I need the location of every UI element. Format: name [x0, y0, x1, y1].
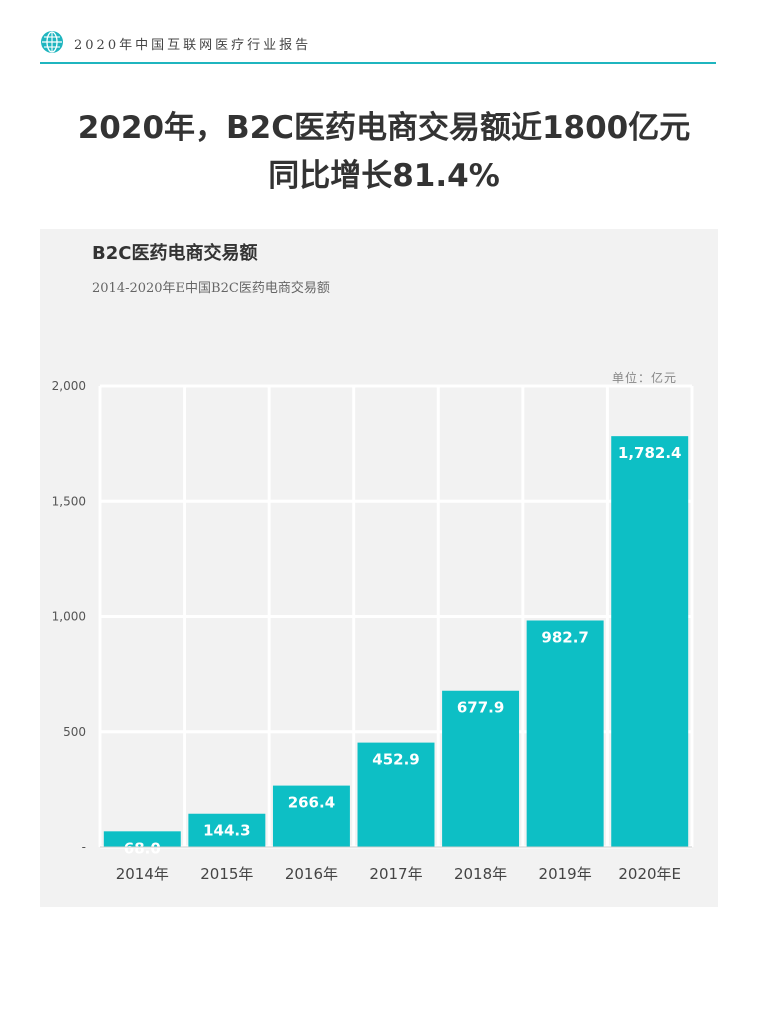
headline-line-2: 同比增长81.4% — [268, 158, 500, 194]
chart-panel: B2C医药电商交易额 2014-2020年E中国B2C医药电商交易额 单位：亿元… — [40, 229, 718, 907]
x-tick-label: 2019年 — [539, 865, 592, 883]
report-header: 2020年中国互联网医疗行业报告 — [40, 28, 716, 64]
y-tick-label: - — [82, 840, 86, 854]
bar-value-label: 677.9 — [457, 699, 504, 717]
chart-title: B2C医药电商交易额 — [92, 243, 258, 264]
header-divider — [40, 62, 716, 64]
y-tick-label: 1,000 — [52, 610, 86, 624]
bar — [526, 620, 604, 847]
chart-subtitle: 2014-2020年E中国B2C医药电商交易额 — [92, 281, 330, 296]
headline-line-1: 2020年，B2C医药电商交易额近1800亿元 — [77, 110, 691, 146]
bar-value-label: 1,782.4 — [618, 444, 682, 462]
bar — [272, 785, 350, 847]
bar-value-label: 266.4 — [288, 794, 335, 812]
bar-value-label: 982.7 — [541, 628, 588, 646]
bar — [188, 813, 266, 847]
bar — [442, 690, 520, 847]
x-tick-label: 2018年 — [454, 865, 507, 883]
x-tick-label: 2015年 — [200, 865, 253, 883]
x-tick-label: 2017年 — [369, 865, 422, 883]
bar-chart: - 500 1,000 1,500 2,000 68.0 2014年 144.3 2015年 26… — [52, 379, 694, 883]
bar-value-label: 68.0 — [124, 839, 161, 857]
y-tick-label: 1,500 — [52, 494, 86, 508]
y-tick-label: 500 — [63, 725, 86, 739]
bar — [357, 742, 435, 847]
bar — [103, 831, 181, 847]
y-tick-label: 2,000 — [52, 379, 86, 393]
x-tick-label: 2016年 — [285, 865, 338, 883]
report-title: 2020年中国互联网医疗行业报告 — [74, 38, 312, 53]
unit-label: 单位：亿元 — [612, 371, 678, 385]
bar-value-label: 452.9 — [372, 751, 419, 769]
globe-icon — [41, 31, 63, 53]
bar-value-label: 144.3 — [203, 822, 250, 840]
page-headline: 2020年，B2C医药电商交易额近1800亿元 同比增长81.4% — [0, 104, 768, 200]
x-tick-label: 2014年 — [116, 865, 169, 883]
x-tick-label: 2020年E — [618, 865, 681, 883]
bar — [611, 436, 689, 847]
